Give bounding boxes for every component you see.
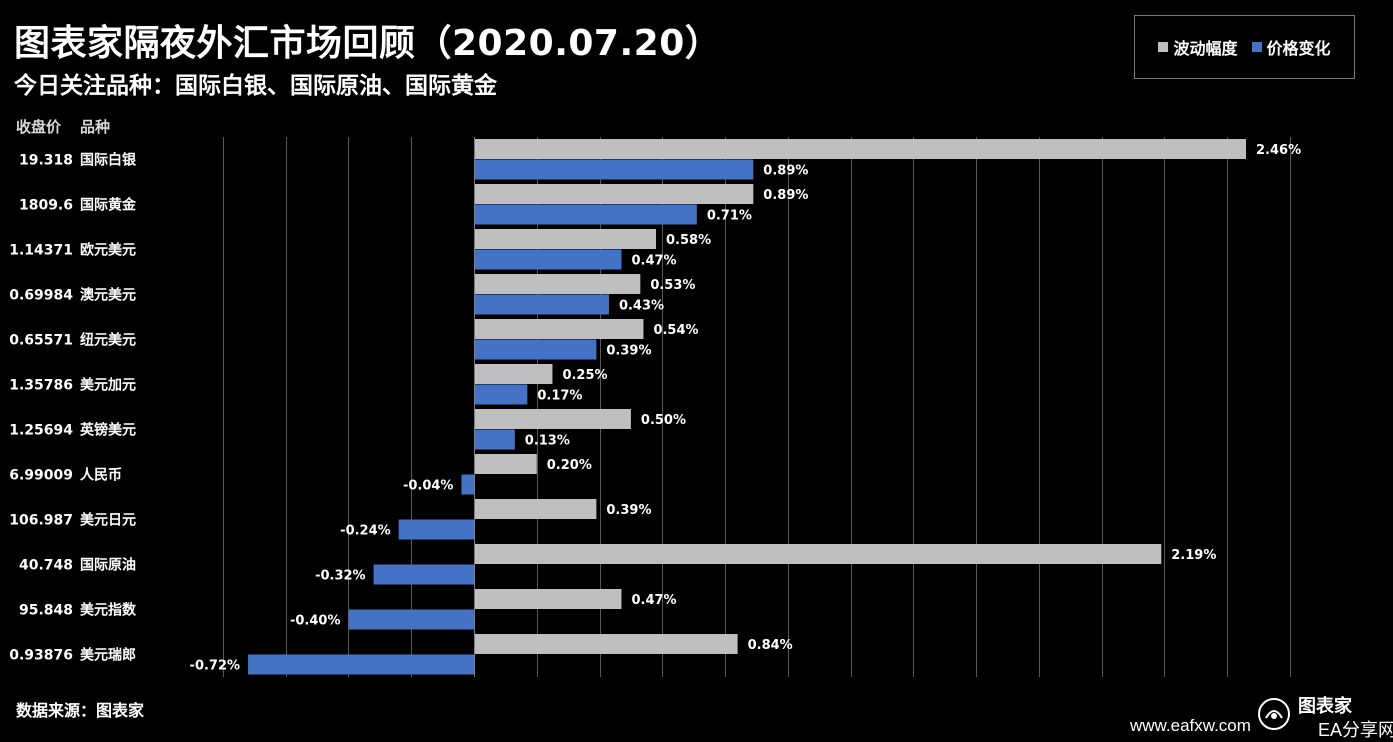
bar-volatility	[474, 364, 553, 384]
row-close-price: 0.69984	[9, 288, 73, 304]
row-category-label: 国际白银	[80, 152, 137, 169]
row-close-price: 0.65571	[9, 333, 73, 349]
watermark-brand: EA分享网	[1318, 720, 1393, 740]
data-label: 2.19%	[1171, 548, 1216, 563]
data-label: -0.24%	[340, 524, 391, 539]
row-close-price: 40.748	[19, 558, 73, 574]
data-label: 0.47%	[631, 593, 676, 608]
row-category-label: 美元瑞郎	[80, 647, 136, 664]
data-label: 0.50%	[641, 413, 686, 428]
legend-swatch-volatility	[1158, 42, 1169, 52]
bar-volatility	[474, 139, 1246, 159]
row-category-label: 英镑美元	[79, 422, 136, 439]
data-label: 0.13%	[525, 434, 570, 449]
data-label: -0.32%	[315, 569, 366, 584]
bar-change	[474, 294, 609, 315]
data-label: 0.84%	[748, 638, 793, 653]
watermark-logo-icon	[1258, 698, 1290, 730]
bar-volatility	[474, 409, 631, 429]
row-close-price: 106.987	[9, 513, 73, 529]
data-label: 0.89%	[763, 164, 808, 179]
data-label: 0.71%	[707, 209, 752, 224]
row-close-price: 1809.6	[19, 198, 73, 214]
row-close-price: 1.25694	[9, 423, 73, 439]
row-close-price: 0.93876	[9, 648, 73, 664]
bar-volatility	[474, 319, 644, 339]
row-close-price: 6.99009	[9, 468, 73, 484]
data-label: 0.25%	[562, 368, 607, 383]
column-header-close: 收盘价	[16, 118, 62, 136]
row-category-label: 欧元美元	[80, 242, 136, 259]
bar-change	[398, 519, 474, 540]
watermark-url[interactable]: www.eafxw.com	[1130, 716, 1251, 735]
page-title: 图表家隔夜外汇市场回顾（2020.07.20）	[14, 23, 722, 64]
bar-change	[474, 204, 697, 225]
bar-change	[461, 474, 474, 495]
row-category-label: 国际黄金	[80, 197, 137, 214]
data-label: 0.58%	[666, 233, 711, 248]
bar-volatility	[474, 544, 1162, 564]
row-category-label: 美元日元	[80, 512, 136, 529]
bar-volatility	[474, 634, 738, 654]
data-label: 0.17%	[537, 389, 582, 404]
bar-volatility	[474, 229, 657, 249]
legend-item-change[interactable]: 价格变化	[1251, 35, 1331, 59]
row-close-price: 95.848	[19, 603, 73, 619]
watermark-logo-text: 图表家	[1298, 696, 1352, 717]
row-close-price: 1.14371	[9, 243, 73, 259]
page-subtitle: 今日关注品种：国际白银、国际原油、国际黄金	[14, 73, 497, 99]
bar-change	[373, 564, 474, 585]
bar-change	[474, 249, 622, 270]
data-label: 2.46%	[1256, 143, 1301, 158]
bar-volatility	[474, 454, 537, 474]
row-close-price: 1.35786	[9, 378, 73, 394]
bar-change	[474, 159, 754, 180]
data-label: 0.47%	[631, 254, 676, 269]
watermark: 图表家 www.eafxw.com EA分享网	[1130, 690, 1393, 740]
bar-change	[474, 429, 515, 450]
row-category-label: 美元加元	[80, 377, 136, 394]
data-source: 数据来源：图表家	[16, 701, 145, 720]
column-header-name: 品种	[80, 118, 111, 136]
row-category-label: 人民币	[80, 467, 122, 484]
data-label: -0.04%	[403, 479, 454, 494]
legend-label-change: 价格变化	[1266, 39, 1331, 58]
row-close-price: 19.318	[19, 153, 73, 169]
data-label: 0.54%	[653, 323, 698, 338]
legend-item-volatility[interactable]: 波动幅度	[1158, 35, 1238, 59]
row-category-label: 纽元美元	[80, 332, 136, 349]
data-label: -0.40%	[290, 614, 341, 629]
data-label: 0.89%	[763, 188, 808, 203]
bar-volatility	[474, 184, 754, 204]
bar-volatility	[474, 274, 641, 294]
legend-label-volatility: 波动幅度	[1173, 39, 1238, 58]
bar-change	[248, 654, 474, 675]
data-label: 0.53%	[650, 278, 695, 293]
bar-volatility	[474, 499, 597, 519]
data-label: 0.43%	[619, 299, 664, 314]
data-label: 0.39%	[606, 503, 651, 518]
data-label: 0.20%	[547, 458, 592, 473]
row-category-label: 澳元美元	[80, 287, 136, 304]
bar-volatility	[474, 589, 622, 609]
chart-legend: 波动幅度 价格变化	[1134, 15, 1355, 79]
bar-change	[474, 384, 528, 405]
legend-swatch-change	[1251, 42, 1262, 52]
data-label: 0.39%	[606, 344, 651, 359]
row-category-label: 美元指数	[80, 602, 137, 619]
data-label: -0.72%	[190, 659, 241, 674]
row-category-label: 国际原油	[80, 557, 136, 574]
bar-change	[348, 609, 474, 630]
bar-change	[474, 339, 597, 360]
